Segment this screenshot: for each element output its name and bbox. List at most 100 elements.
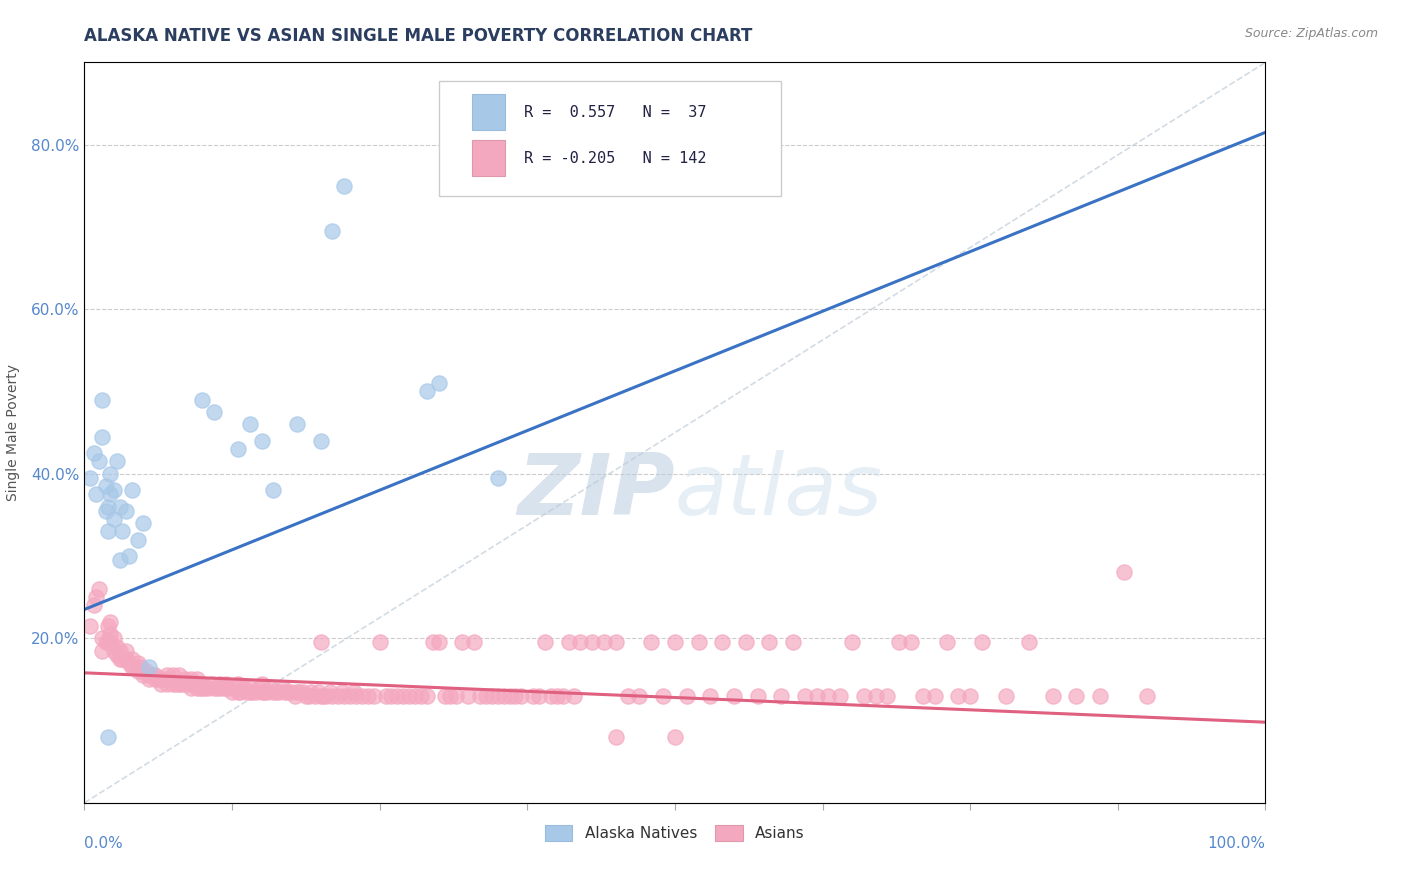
Point	[135, 664, 157, 678]
Point	[108, 500, 131, 514]
Point	[876, 689, 898, 703]
Point	[221, 685, 243, 699]
Point	[167, 676, 190, 690]
Point	[269, 685, 291, 699]
Point	[900, 635, 922, 649]
Point	[368, 635, 391, 649]
Point	[138, 673, 160, 687]
Point	[107, 454, 129, 468]
Point	[333, 178, 356, 193]
Point	[180, 681, 202, 695]
Point	[107, 648, 129, 662]
Point	[481, 689, 503, 703]
Point	[948, 689, 970, 703]
Point	[330, 685, 353, 699]
Point	[817, 689, 839, 703]
Point	[427, 376, 450, 391]
Point	[350, 689, 373, 703]
Point	[398, 689, 420, 703]
Point	[197, 681, 219, 695]
Point	[463, 635, 485, 649]
FancyBboxPatch shape	[472, 95, 505, 130]
Point	[157, 673, 180, 687]
Point	[409, 689, 432, 703]
Point	[226, 685, 249, 699]
Point	[664, 730, 686, 744]
Point	[664, 635, 686, 649]
Point	[959, 689, 981, 703]
Point	[540, 689, 562, 703]
Point	[177, 676, 200, 690]
Point	[298, 689, 321, 703]
Point	[156, 668, 179, 682]
Point	[98, 635, 121, 649]
Point	[304, 689, 326, 703]
Point	[191, 392, 214, 407]
Point	[122, 660, 145, 674]
Point	[852, 689, 875, 703]
Text: ALASKA NATIVE VS ASIAN SINGLE MALE POVERTY CORRELATION CHART: ALASKA NATIVE VS ASIAN SINGLE MALE POVER…	[84, 27, 752, 45]
Point	[339, 689, 361, 703]
Point	[225, 681, 247, 695]
Point	[416, 384, 439, 399]
Point	[143, 668, 166, 682]
Point	[146, 673, 169, 687]
Point	[546, 689, 568, 703]
Point	[451, 635, 474, 649]
Point	[79, 619, 101, 633]
Point	[91, 643, 114, 657]
Point	[295, 689, 318, 703]
Point	[94, 504, 117, 518]
Point	[215, 676, 238, 690]
Point	[114, 652, 136, 666]
Point	[239, 685, 262, 699]
Point	[239, 681, 262, 695]
Point	[138, 668, 160, 682]
Point	[97, 524, 120, 539]
Point	[98, 615, 121, 629]
Point	[557, 635, 579, 649]
Point	[226, 442, 249, 456]
Text: ZIP: ZIP	[517, 450, 675, 533]
Point	[107, 640, 129, 654]
Point	[315, 689, 337, 703]
Point	[1042, 689, 1064, 703]
Point	[108, 643, 131, 657]
Point	[132, 664, 155, 678]
Point	[83, 446, 105, 460]
Point	[142, 668, 165, 682]
Point	[256, 685, 278, 699]
Point	[114, 643, 136, 657]
Point	[274, 685, 297, 699]
Point	[108, 652, 131, 666]
Point	[91, 392, 114, 407]
Point	[167, 668, 190, 682]
Point	[84, 487, 107, 501]
Point	[640, 635, 662, 649]
Point	[770, 689, 793, 703]
Point	[118, 549, 141, 563]
Point	[201, 676, 224, 690]
Point	[181, 676, 204, 690]
Point	[319, 685, 342, 699]
Point	[628, 689, 651, 703]
Point	[111, 524, 134, 539]
Point	[150, 676, 173, 690]
Point	[486, 689, 509, 703]
Point	[328, 689, 350, 703]
Point	[127, 664, 149, 678]
Point	[605, 635, 627, 649]
Point	[87, 582, 110, 596]
Point	[793, 689, 815, 703]
Point	[344, 689, 367, 703]
Point	[285, 417, 308, 432]
Point	[605, 730, 627, 744]
Point	[1066, 689, 1088, 703]
Point	[186, 673, 208, 687]
Point	[616, 689, 638, 703]
Point	[121, 660, 143, 674]
Point	[239, 417, 262, 432]
Point	[103, 512, 125, 526]
Point	[205, 681, 228, 695]
Point	[486, 471, 509, 485]
